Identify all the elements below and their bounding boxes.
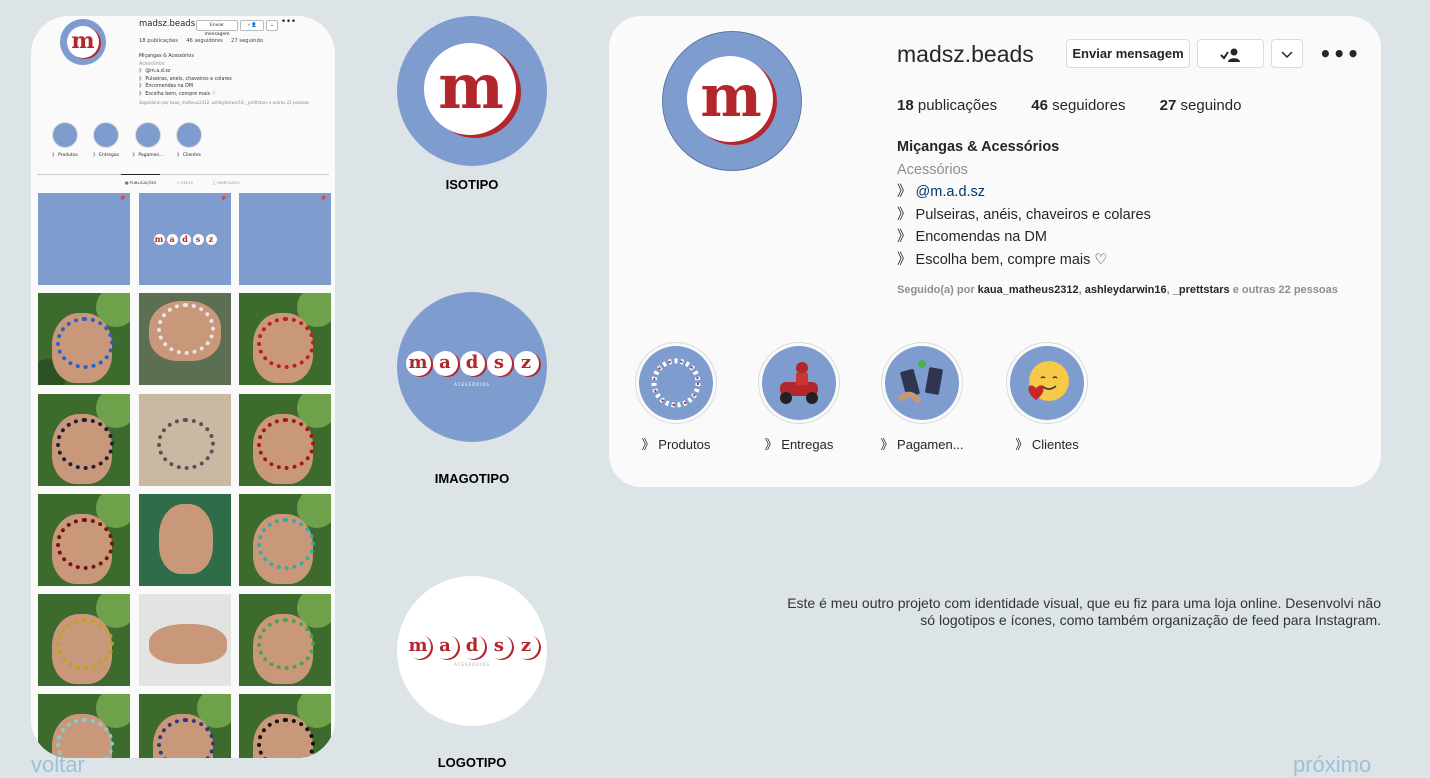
bracelet-icon <box>651 358 701 408</box>
bio-link-line: 》 @m.a.d.sz <box>897 184 986 201</box>
back-link[interactable]: voltar <box>31 752 85 777</box>
followers-stat[interactable]: 46 seguidores <box>1031 97 1126 114</box>
bio-line: 》 Pulseiras, anéis, chaveiros e colares <box>139 76 232 82</box>
highlight-label: 》 Clientes <box>176 153 202 158</box>
delivery-scooter-icon <box>780 362 818 404</box>
isotipo-logo: m <box>397 16 547 166</box>
pin-icon: 📌 <box>319 195 327 202</box>
more-options-icon[interactable]: ••• <box>281 17 297 27</box>
highlight-clientes[interactable]: 》 Clientes <box>169 122 209 158</box>
profile-stats: 18 publicações 46 seguidores 27 seguindo <box>139 38 263 44</box>
highlight-label: 》 Entregas <box>764 437 834 452</box>
heart-hug-emoji-icon <box>1028 361 1069 401</box>
message-button[interactable]: Enviar mensagem <box>196 20 238 37</box>
posts-count: 18 publicações <box>139 38 178 44</box>
tab-reels[interactable]: ▷ REELS <box>177 180 194 185</box>
highlight-pagamentos[interactable]: 》 Pagamen... <box>874 342 970 453</box>
profile-card: m madsz.beads Enviar mensagem ••• 18 pub… <box>609 16 1381 487</box>
bio-category: Acessórios <box>897 161 968 178</box>
feed-post[interactable] <box>38 594 130 686</box>
feed-post[interactable] <box>139 594 231 686</box>
profile-avatar[interactable]: m <box>662 31 802 171</box>
chevron-down-icon[interactable]: ⌄ <box>266 20 278 31</box>
feed-post[interactable] <box>139 394 231 486</box>
highlight-pagamentos[interactable]: 》 Pagamen... <box>128 122 168 158</box>
profile-username: madsz.beads <box>897 41 1034 67</box>
highlight-label: 》 Pagamen... <box>880 437 964 452</box>
highlight-clientes[interactable]: 》 Clientes <box>999 342 1095 453</box>
feed-post[interactable] <box>139 494 231 586</box>
bio-line: 》 Encomendas na DM <box>897 229 1047 246</box>
logotipo-caption: LOGOTIPO <box>437 755 507 770</box>
imagotipo-caption: IMAGOTIPO <box>434 471 510 486</box>
followed-by[interactable]: Seguido(a) por kaua_matheus2312, ashleyd… <box>897 284 1338 296</box>
highlight-entregas[interactable]: 》 Entregas <box>751 342 847 453</box>
pin-icon: 📌 <box>118 195 126 202</box>
profile-bio: Miçangas & Acessórios Acessórios 》 @m.a.… <box>897 136 1151 272</box>
profile-bio: Miçangas & Acessórios Acessórios 》 @m.a.… <box>139 53 309 106</box>
following-button[interactable] <box>1197 39 1264 68</box>
posts-stat: 18 publicações <box>897 97 998 114</box>
bio-category: Acessórios <box>139 61 165 67</box>
isotipo-caption: ISOTIPO <box>445 177 499 192</box>
feed-post[interactable]: 📌 <box>239 193 331 285</box>
bio-link[interactable]: 》 @m.a.d.sz <box>139 69 171 75</box>
highlight-entregas[interactable]: 》 Entregas <box>86 122 126 158</box>
bio-line: 》 Escolha bem, compre mais ♡ <box>139 91 216 97</box>
profile-tabs: ▦ PUBLICAÇÕES ▷ REELS ◫ MARCADOS <box>37 174 329 187</box>
highlight-produtos[interactable]: 》 Produtos <box>45 122 85 158</box>
message-button[interactable]: Enviar mensagem <box>1066 39 1190 68</box>
phone-payment-icon <box>896 360 943 404</box>
highlight-produtos[interactable]: 》 Produtos <box>628 342 724 453</box>
bio-name: Miçangas & Acessórios <box>139 54 194 59</box>
followers-count[interactable]: 46 seguidores <box>186 38 223 44</box>
feed-post[interactable] <box>139 694 231 758</box>
feed-post[interactable] <box>239 694 331 758</box>
feed-post[interactable] <box>239 293 331 385</box>
feed-post[interactable] <box>38 293 130 385</box>
bio-line: 》 Encomendas na DM <box>139 84 193 90</box>
feed-post[interactable] <box>38 394 130 486</box>
user-check-icon <box>1219 48 1240 62</box>
feed-post[interactable] <box>38 494 130 586</box>
followed-by[interactable]: Seguido(a) por kaua_matheus2312, ashleyd… <box>139 99 310 105</box>
highlight-label: 》 Produtos <box>641 437 711 452</box>
bio-line: 》 Pulseiras, anéis, chaveiros e colares <box>897 206 1151 223</box>
feed-post[interactable] <box>239 594 331 686</box>
phone-mockup: m madsz.beads Enviar mensagem ✓👤 ⌄ ••• 1… <box>31 16 335 758</box>
bio-name: Miçangas & Acessórios <box>897 139 1060 155</box>
feed-post[interactable] <box>38 694 130 758</box>
project-description: Este é meu outro projeto com identidade … <box>787 595 1381 628</box>
profile-username: madsz.beads <box>139 19 196 29</box>
chevron-down-icon[interactable] <box>1271 39 1303 68</box>
pin-icon: 📌 <box>219 195 227 202</box>
profile-stats: 18 publicações 46 seguidores 27 seguindo <box>897 97 1271 115</box>
feed-post[interactable] <box>239 394 331 486</box>
next-link[interactable]: próximo <box>1293 752 1372 777</box>
following-count[interactable]: 27 seguindo <box>231 38 263 44</box>
bio-link[interactable]: @m.a.d.sz <box>915 184 986 201</box>
tab-publicacoes[interactable]: ▦ PUBLICAÇÕES <box>120 174 161 185</box>
highlight-label: 》 Produtos <box>52 153 78 158</box>
following-stat[interactable]: 27 seguindo <box>1159 97 1242 114</box>
highlight-label: 》 Pagamen... <box>132 153 164 158</box>
profile-avatar[interactable]: m <box>60 19 106 65</box>
feed-post[interactable]: 📌 <box>38 193 130 285</box>
feed-post[interactable] <box>139 293 231 385</box>
highlight-label: 》 Entregas <box>93 153 119 158</box>
highlight-label: 》 Clientes <box>1015 437 1079 452</box>
tab-marcados[interactable]: ◫ MARCADOS <box>213 180 240 185</box>
feed-post[interactable] <box>239 494 331 586</box>
more-options-icon[interactable]: ••• <box>1319 42 1361 66</box>
bio-line: 》 Escolha bem, compre mais ♡ <box>897 251 1108 268</box>
follow-button[interactable]: ✓👤 <box>240 20 264 31</box>
